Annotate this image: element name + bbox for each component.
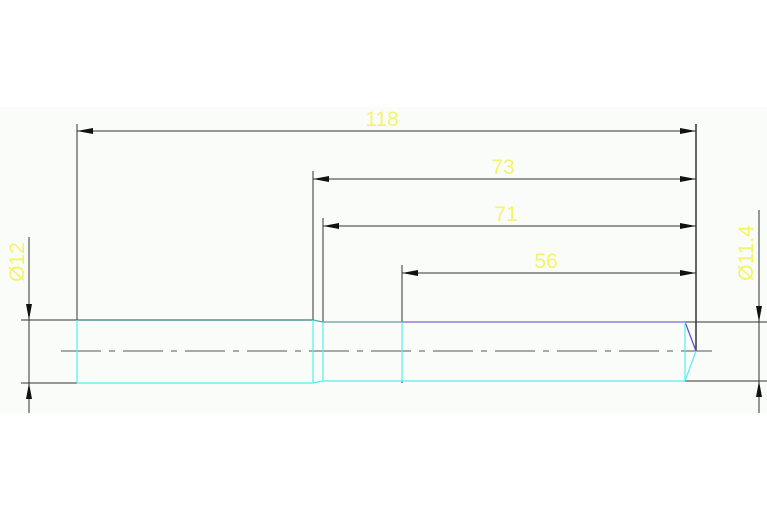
dim-text-71: 71 [494, 203, 517, 226]
shaft-outline [76, 319, 697, 384]
dim-text-56: 56 [534, 250, 557, 273]
dim-text-dia114: Ø11.4 [735, 225, 758, 281]
drawing-area [0, 107, 767, 414]
dim-text-73: 73 [491, 156, 514, 179]
dim-text-dia12: Ø12 [6, 242, 29, 282]
dim-text-118: 118 [365, 108, 398, 131]
